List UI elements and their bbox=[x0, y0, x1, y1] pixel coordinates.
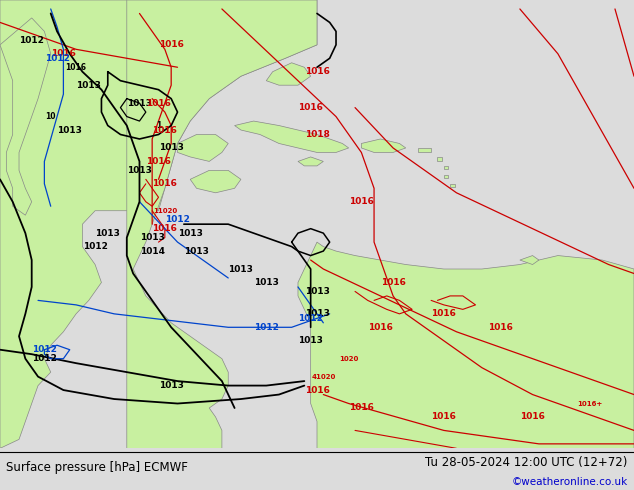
Polygon shape bbox=[235, 121, 349, 152]
Polygon shape bbox=[127, 0, 317, 448]
Text: 1013: 1013 bbox=[304, 287, 330, 296]
Text: 1013: 1013 bbox=[127, 166, 152, 175]
Text: 1013: 1013 bbox=[158, 381, 184, 390]
Text: 1016: 1016 bbox=[65, 63, 87, 72]
Text: 1013: 1013 bbox=[254, 278, 279, 287]
Text: 1013: 1013 bbox=[57, 125, 82, 135]
Text: 1014: 1014 bbox=[139, 246, 165, 256]
Polygon shape bbox=[437, 157, 442, 161]
Text: 1016: 1016 bbox=[520, 413, 545, 421]
Text: 1016: 1016 bbox=[51, 49, 76, 58]
Text: 1016+: 1016+ bbox=[577, 400, 602, 407]
Polygon shape bbox=[0, 18, 51, 215]
Text: 1016: 1016 bbox=[298, 103, 323, 112]
Text: 11020: 11020 bbox=[153, 208, 177, 214]
Polygon shape bbox=[0, 0, 317, 448]
Text: 10: 10 bbox=[46, 112, 56, 121]
Text: 1016: 1016 bbox=[368, 323, 393, 332]
Text: 1012: 1012 bbox=[32, 345, 57, 354]
Text: 1013: 1013 bbox=[158, 144, 184, 152]
Text: 1013: 1013 bbox=[127, 98, 152, 108]
Text: 1013: 1013 bbox=[178, 229, 203, 238]
Text: 1016: 1016 bbox=[349, 403, 374, 413]
Polygon shape bbox=[418, 148, 431, 152]
Polygon shape bbox=[444, 175, 448, 178]
Text: 1016: 1016 bbox=[431, 309, 456, 318]
Text: 1016: 1016 bbox=[158, 40, 184, 49]
Text: 1016: 1016 bbox=[304, 386, 330, 394]
Text: 1: 1 bbox=[156, 121, 161, 130]
Text: 1016: 1016 bbox=[152, 179, 178, 188]
Text: ©weatheronline.co.uk: ©weatheronline.co.uk bbox=[512, 477, 628, 487]
Text: 1016: 1016 bbox=[304, 67, 330, 76]
Text: 1012: 1012 bbox=[298, 314, 323, 323]
Polygon shape bbox=[178, 135, 228, 161]
Text: 1012: 1012 bbox=[32, 354, 57, 363]
Text: 1016: 1016 bbox=[152, 125, 178, 135]
Polygon shape bbox=[444, 166, 448, 170]
Polygon shape bbox=[361, 139, 406, 152]
Text: 1012: 1012 bbox=[82, 242, 108, 251]
Text: 1016: 1016 bbox=[152, 224, 178, 233]
Text: 1012: 1012 bbox=[165, 215, 190, 224]
Text: 1020: 1020 bbox=[339, 356, 358, 362]
Text: 1013: 1013 bbox=[304, 309, 330, 318]
Text: 1013: 1013 bbox=[139, 233, 165, 242]
Polygon shape bbox=[298, 157, 323, 166]
Text: 1016: 1016 bbox=[431, 413, 456, 421]
Text: 1013: 1013 bbox=[95, 229, 120, 238]
Text: 1016: 1016 bbox=[349, 197, 374, 206]
Polygon shape bbox=[298, 242, 634, 448]
Text: 1013: 1013 bbox=[228, 265, 254, 273]
Text: 1013: 1013 bbox=[184, 246, 209, 256]
Text: 1018: 1018 bbox=[304, 130, 330, 139]
Text: 1013: 1013 bbox=[298, 336, 323, 345]
Text: 1016: 1016 bbox=[146, 157, 171, 166]
Text: 1016: 1016 bbox=[146, 98, 171, 108]
Text: 41020: 41020 bbox=[311, 373, 335, 380]
Polygon shape bbox=[190, 171, 241, 193]
Text: 1012: 1012 bbox=[44, 54, 70, 63]
Text: 1012: 1012 bbox=[254, 323, 279, 332]
Polygon shape bbox=[520, 256, 539, 265]
Text: Tu 28-05-2024 12:00 UTC (12+72): Tu 28-05-2024 12:00 UTC (12+72) bbox=[425, 456, 628, 469]
Polygon shape bbox=[266, 63, 311, 85]
Polygon shape bbox=[450, 184, 455, 187]
Text: 1013: 1013 bbox=[76, 81, 101, 90]
Text: 1016: 1016 bbox=[488, 323, 514, 332]
Text: 1016: 1016 bbox=[380, 278, 406, 287]
Text: 1012: 1012 bbox=[19, 36, 44, 45]
Text: Surface pressure [hPa] ECMWF: Surface pressure [hPa] ECMWF bbox=[6, 461, 188, 474]
